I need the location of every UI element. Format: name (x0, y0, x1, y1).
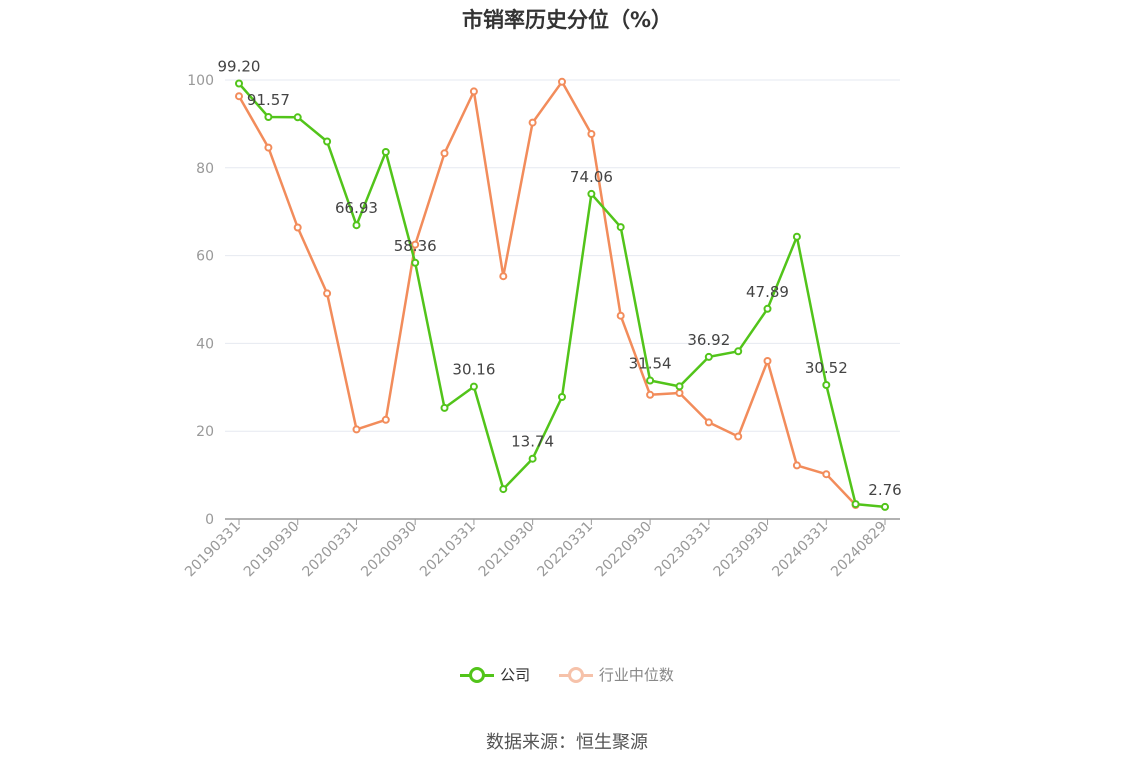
legend-industry-marker (558, 666, 593, 683)
series-line-industry (237, 80, 857, 506)
x-tick-label: 20210331 (417, 519, 479, 581)
data-point-company (440, 403, 449, 412)
data-point-industry (528, 118, 537, 127)
data-point-company (792, 232, 801, 241)
data-point-company (704, 352, 713, 361)
x-tick-label: 20220331 (534, 519, 596, 581)
data-point-industry (704, 418, 713, 427)
data-point-industry (323, 289, 332, 298)
chart-title: 市销率历史分位（%） (461, 8, 673, 32)
y-tick-label: 40 (196, 336, 214, 352)
legend-item-company[interactable]: 公司 (460, 664, 530, 685)
data-point-company (822, 381, 831, 389)
x-tick-label: 20200331 (300, 519, 362, 581)
data-point-industry (558, 77, 566, 86)
data-point-company (411, 258, 420, 267)
data-point-company (763, 304, 772, 313)
data-label: 31.54 (629, 355, 672, 373)
data-point-company (235, 79, 243, 88)
data-point-industry (469, 87, 478, 96)
data-point-company (646, 376, 655, 385)
x-tick-label: 20240331 (769, 519, 831, 581)
legend-company-marker (460, 666, 495, 683)
data-label: 13.74 (511, 433, 554, 451)
data-label: 99.20 (218, 58, 261, 76)
data-label: 66.93 (335, 199, 378, 217)
x-tick-label: 20230930 (711, 519, 773, 581)
y-tick-label: 0 (205, 512, 214, 528)
data-label: 30.52 (805, 359, 848, 377)
x-tick-label: 20190930 (241, 519, 303, 581)
data-point-industry (381, 415, 390, 424)
data-label: 2.76 (868, 481, 901, 499)
data-point-company (469, 382, 478, 391)
legend-industry-label: 行业中位数 (598, 666, 674, 684)
x-tick-label: 20240829 (828, 519, 890, 581)
data-point-company (558, 393, 566, 401)
x-tick-label: 20210930 (476, 519, 538, 581)
data-point-industry (646, 390, 655, 399)
data-point-company (587, 189, 596, 198)
data-point-company (528, 454, 537, 463)
data-point-industry (352, 425, 361, 434)
data-point-industry (822, 470, 831, 479)
legend-item-industry[interactable]: 行业中位数 (558, 664, 674, 685)
y-tick-label: 100 (187, 73, 214, 89)
line-chart: 0204060801002019033120190930202003312020… (182, 58, 902, 581)
data-point-industry (616, 311, 625, 320)
data-point-industry (675, 389, 684, 397)
y-tick-label: 20 (196, 424, 214, 440)
x-tick-label: 20220930 (593, 519, 655, 581)
data-point-company (381, 148, 390, 156)
data-point-company (881, 502, 889, 511)
data-label: 36.92 (687, 331, 730, 349)
x-tick-label: 20200930 (358, 519, 420, 581)
data-point-company (264, 113, 273, 121)
data-point-industry (440, 149, 449, 158)
data-point-industry (587, 130, 596, 138)
data-label: 58.36 (394, 237, 437, 255)
data-label: 91.57 (247, 91, 290, 109)
data-point-industry (293, 223, 302, 232)
data-point-industry (763, 357, 772, 365)
data-label: 30.16 (452, 361, 495, 379)
data-point-industry (411, 240, 420, 249)
data-point-company (352, 221, 361, 230)
data-label: 74.06 (570, 168, 613, 186)
y-tick-label: 60 (196, 249, 214, 265)
data-point-industry (499, 272, 508, 281)
data-point-company (499, 485, 508, 494)
data-point-company (293, 113, 302, 122)
data-point-industry (734, 432, 743, 441)
data-point-industry (264, 143, 273, 152)
data-point-industry (235, 92, 243, 101)
data-point-company (616, 223, 625, 232)
data-label: 47.89 (746, 283, 789, 301)
data-point-company (323, 137, 332, 146)
data-point-company (734, 347, 743, 356)
data-point-company (675, 382, 684, 391)
legend: 公司 行业中位数 (0, 664, 1134, 687)
x-tick-label: 20230331 (652, 519, 714, 581)
y-tick-label: 80 (196, 161, 214, 177)
legend-company-label: 公司 (500, 666, 531, 684)
data-point-industry (792, 461, 801, 470)
data-source-note: 数据来源：恒生聚源 (486, 732, 648, 753)
data-point-company (851, 500, 860, 509)
